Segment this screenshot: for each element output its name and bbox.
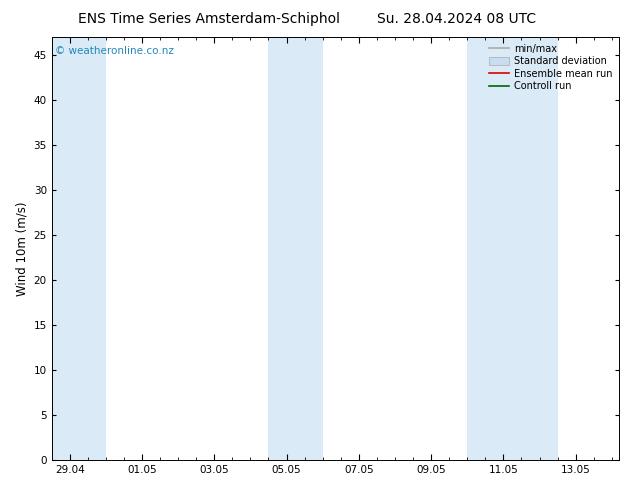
Bar: [268, 37, 323, 460]
Legend: min/max, Standard deviation, Ensemble mean run, Controll run: min/max, Standard deviation, Ensemble me…: [488, 42, 614, 93]
Y-axis label: Wind 10m (m/s): Wind 10m (m/s): [15, 201, 28, 296]
Text: ENS Time Series Amsterdam-Schiphol: ENS Time Series Amsterdam-Schiphol: [78, 12, 340, 26]
Bar: [467, 37, 557, 460]
Text: Su. 28.04.2024 08 UTC: Su. 28.04.2024 08 UTC: [377, 12, 536, 26]
Bar: [51, 37, 106, 460]
Text: © weatheronline.co.nz: © weatheronline.co.nz: [55, 46, 173, 55]
